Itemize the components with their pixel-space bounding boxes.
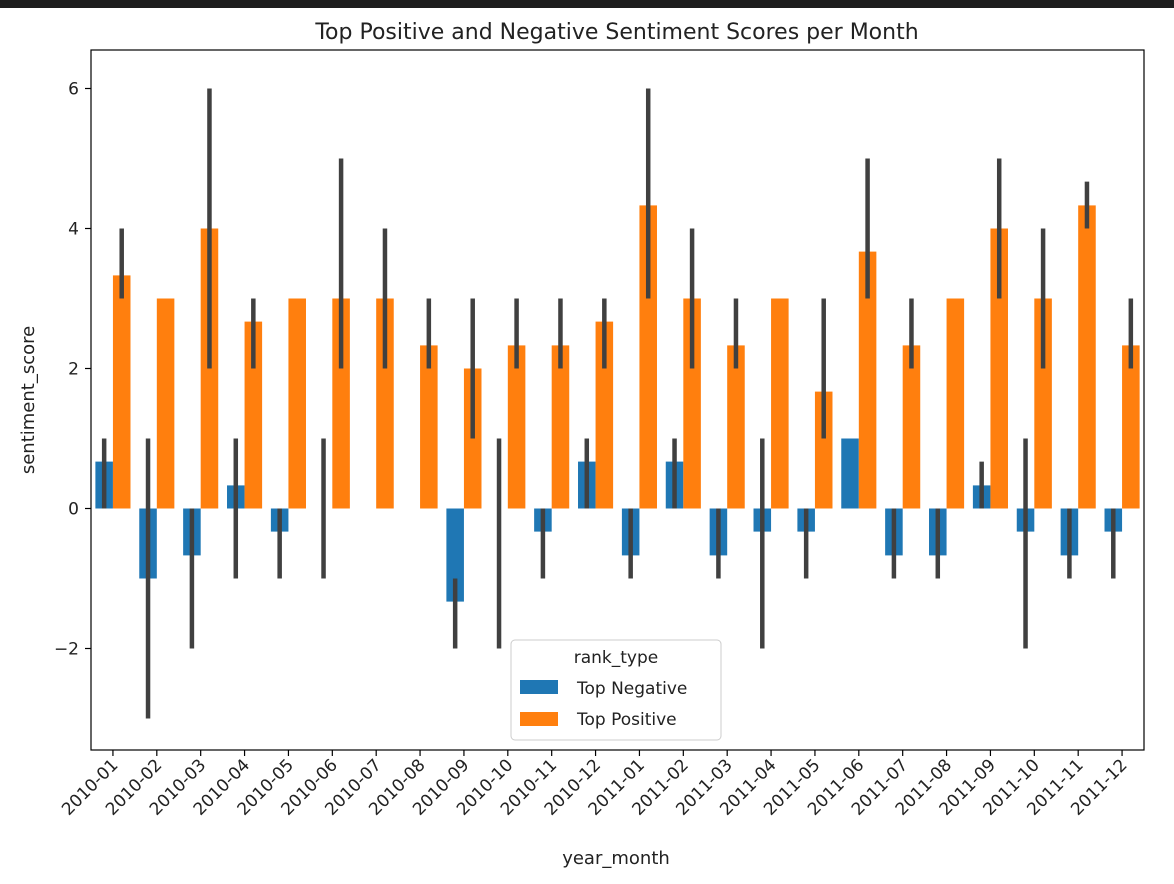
bar-top-positive-2011-03 — [727, 345, 745, 509]
bar-top-positive-2010-04 — [244, 321, 263, 509]
bar-top-positive-2011-01 — [639, 205, 657, 509]
bar-top-positive-2010-12 — [595, 321, 614, 509]
bar-top-positive-2011-05 — [814, 391, 833, 509]
bar-top-positive-2010-01 — [112, 275, 131, 509]
y-axis-label: sentiment_score — [18, 326, 39, 474]
x-axis: 2010-012010-022010-032010-042010-052010-… — [58, 750, 1132, 820]
plot-frame — [90, 49, 1145, 751]
bar-top-positive-2010-08 — [420, 345, 438, 509]
bar-top-positive-2011-11 — [1078, 205, 1096, 509]
bar-top-positive-2010-10 — [507, 345, 526, 509]
bar-top-positive-2011-04 — [771, 298, 789, 509]
chart-title: Top Positive and Negative Sentiment Scor… — [314, 20, 918, 45]
bar-top-negative-2011-06 — [841, 438, 859, 509]
bar-top-positive-2011-08 — [946, 298, 965, 509]
legend-swatch-top-negative — [520, 680, 558, 694]
bar-top-positive-2010-02 — [156, 298, 175, 509]
bar-top-positive-2011-12 — [1122, 345, 1140, 509]
x-axis-label: year_month — [562, 848, 670, 869]
bar-top-positive-2011-10 — [1034, 298, 1052, 509]
bar-top-positive-2011-07 — [902, 345, 921, 509]
y-axis: −2 0 2 4 6 — [54, 80, 91, 660]
legend-box — [510, 639, 722, 741]
legend-title: rank_type — [574, 648, 659, 668]
bar-top-positive-2011-02 — [683, 298, 701, 509]
bar-top-positive-2011-06 — [858, 251, 877, 509]
y-tick-label: 0 — [68, 500, 79, 520]
window-top-bar — [0, 0, 1174, 8]
bar-top-positive-2010-05 — [288, 298, 306, 509]
y-tick-label: 2 — [68, 360, 79, 380]
y-tick-label: 4 — [68, 220, 79, 240]
legend: rank_type Top Negative Top Positive — [510, 639, 722, 741]
y-tick-label: −2 — [54, 640, 79, 660]
legend-label-top-positive: Top Positive — [576, 710, 677, 730]
bar-top-positive-2010-06 — [332, 298, 350, 509]
legend-label-top-negative: Top Negative — [576, 679, 687, 699]
y-tick-label: 6 — [68, 80, 79, 100]
bars-layer — [95, 205, 1140, 602]
bar-top-negative-2010-09 — [446, 508, 464, 602]
legend-swatch-top-positive — [520, 712, 558, 726]
bar-top-positive-2010-07 — [376, 298, 394, 509]
bar-top-positive-2010-11 — [551, 345, 570, 509]
error-bars-layer — [101, 88, 1134, 719]
bar-top-positive-2011-09 — [990, 228, 1008, 509]
